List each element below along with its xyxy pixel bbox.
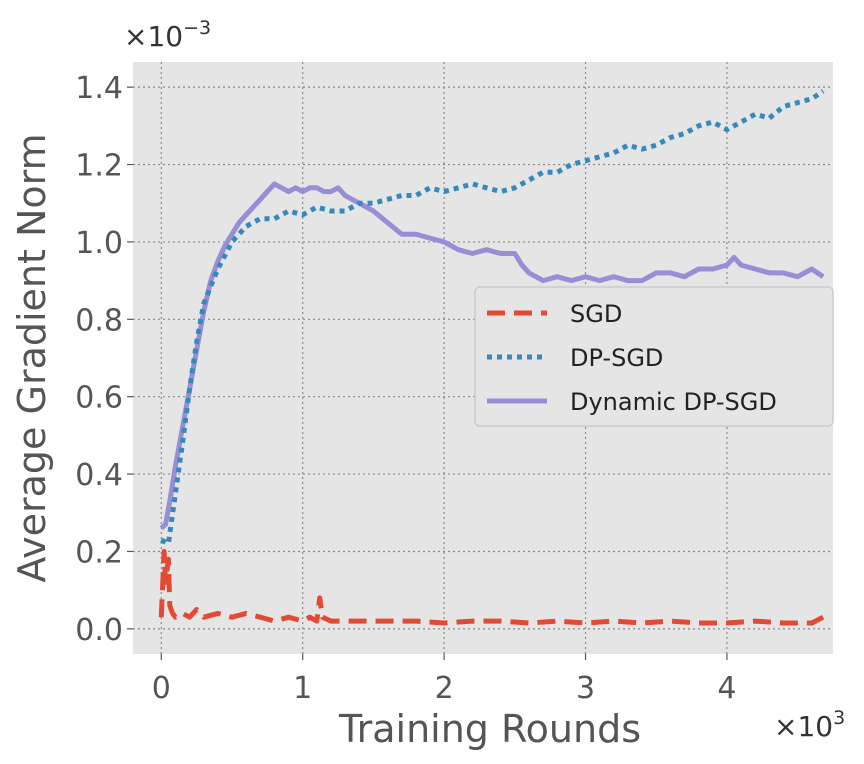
series-line-dynamic-dp-sgd <box>159 181 825 531</box>
y-multiplier-label: ×10−3 <box>124 17 211 53</box>
y-tick-label: 0.2 <box>75 535 123 570</box>
series-line-dp-sgd <box>160 88 825 547</box>
y-tick-label: 1.0 <box>75 226 123 261</box>
y-tick-label: 1.4 <box>75 71 123 106</box>
series-line-sgd <box>158 549 825 626</box>
x-tick-label: 2 <box>435 671 454 706</box>
x-tick-label: 1 <box>293 671 312 706</box>
x-tick-label: 3 <box>576 671 595 706</box>
legend-label: SGD <box>570 300 622 328</box>
series-lines <box>158 88 825 626</box>
y-multiplier-base: ×10 <box>124 20 183 53</box>
y-tick-label: 0.6 <box>75 381 123 416</box>
y-tick-label: 0.0 <box>75 613 123 648</box>
y-tick-label: 1.2 <box>75 149 123 184</box>
y-axis-label: Average Gradient Norm <box>10 133 54 582</box>
y-tick-label: 0.4 <box>75 458 123 493</box>
tick-labels: 0 1 2 3 4 0.0 0.2 0.4 0.6 0.8 1.0 1.2 1.4 <box>75 71 736 706</box>
y-tick-label: 0.8 <box>75 303 123 338</box>
legend-label: DP-SGD <box>570 344 663 372</box>
legend-label: Dynamic DP-SGD <box>570 388 777 416</box>
x-axis-label: Training Rounds <box>338 707 641 751</box>
x-tick-label: 4 <box>717 671 736 706</box>
x-tick-label: 0 <box>152 671 171 706</box>
x-multiplier-exponent: 3 <box>833 707 845 729</box>
legend: SGD DP-SGD Dynamic DP-SGD <box>474 286 834 427</box>
x-multiplier-base: ×10 <box>774 710 833 743</box>
legend-box <box>474 286 834 427</box>
y-multiplier-exponent: −3 <box>183 17 211 39</box>
x-multiplier-label: ×103 <box>774 707 845 743</box>
